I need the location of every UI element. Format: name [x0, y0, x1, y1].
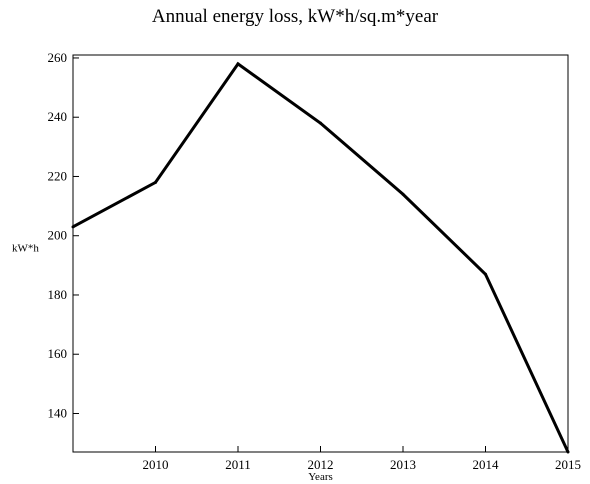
x-tick-label: 2010	[143, 457, 169, 472]
x-tick-label: 2012	[308, 457, 334, 472]
y-tick-label: 260	[48, 50, 68, 65]
plot-border	[72, 54, 569, 453]
plot-area	[72, 54, 569, 453]
chart-title: Annual energy loss, kW*h/sq.m*year	[151, 6, 439, 27]
y-tick-label: 140	[48, 405, 68, 420]
data-point	[154, 180, 157, 184]
data-point	[401, 192, 405, 196]
data-point	[566, 450, 570, 454]
x-axis: 2010 2011 2012 2013 2014 2015 Years	[143, 446, 581, 483]
y-tick-label: 180	[48, 287, 68, 302]
y-tick-label: 220	[48, 168, 68, 183]
x-tick-label: 2014	[473, 457, 500, 472]
y-tick-label: 200	[48, 228, 68, 243]
x-axis-title: Years	[308, 471, 333, 483]
x-tick-label: 2015	[555, 457, 581, 472]
x-tick-label: 2013	[390, 457, 416, 472]
y-axis: 140 160 180 200 220 240 260 kW*h	[12, 50, 79, 420]
data-point	[484, 272, 487, 276]
y-axis-title: kW*h	[12, 243, 39, 255]
data-point	[319, 121, 322, 125]
data-point	[236, 62, 240, 66]
y-tick-label: 160	[48, 346, 68, 361]
y-tick-label: 240	[48, 109, 68, 124]
data-point	[71, 225, 75, 229]
x-tick-label: 2011	[225, 457, 251, 472]
series-layer	[71, 61, 570, 454]
